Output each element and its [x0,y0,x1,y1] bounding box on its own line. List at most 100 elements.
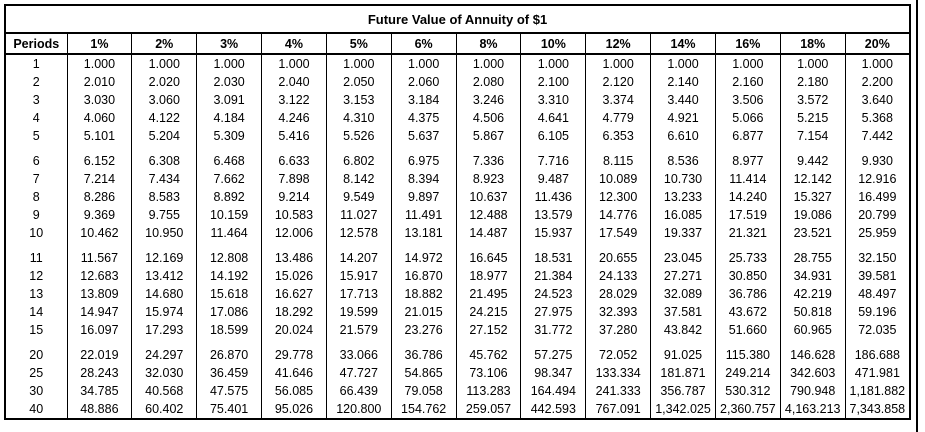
spacer-cell [4,242,68,249]
value-cell: 11.436 [520,188,587,206]
value-cell: 18.977 [455,267,522,285]
value-cell: 12.683 [66,267,133,285]
value-cell: 56.085 [261,382,327,400]
value-cell: 11.491 [390,206,457,224]
value-cell: 12.300 [585,188,652,206]
spacer-cell [779,339,846,346]
value-cell: 17.519 [714,206,781,224]
value-cell: 15.618 [196,285,263,303]
spacer-cell [455,339,522,346]
value-cell: 186.688 [844,346,911,364]
value-cell: 18.292 [261,303,327,321]
table-row: 4 4.060 4.122 4.184 4.246 4.310 4.375 4.506 4.64… [4,109,911,127]
spacer-cell [4,145,68,152]
period-cell: 9 [4,206,68,224]
value-cell: 9.369 [66,206,133,224]
value-cell: 21.384 [520,267,587,285]
value-cell: 7.214 [66,170,133,188]
spacer-cell [520,145,587,152]
value-cell: 2.120 [585,73,652,91]
spacer-cell [390,242,457,249]
value-cell: 4.246 [261,109,327,127]
value-cell: 54.865 [390,364,457,382]
value-cell: 767.091 [585,400,652,419]
spacer-cell [196,145,263,152]
value-cell: 8.142 [325,170,392,188]
rate-column-header: 14% [650,33,716,55]
value-cell: 18.599 [196,321,263,339]
value-cell: 27.152 [455,321,522,339]
value-cell: 34.931 [779,267,846,285]
value-cell: 5.416 [261,127,327,145]
value-cell: 1.000 [261,54,327,73]
spacer-cell [66,242,133,249]
value-cell: 6.105 [520,127,587,145]
value-cell: 14.192 [196,267,263,285]
value-cell: 43.672 [714,303,781,321]
value-cell: 2.160 [714,73,781,91]
spacer-cell [714,242,781,249]
value-cell: 5.526 [325,127,392,145]
value-cell: 2.140 [650,73,716,91]
value-cell: 8.583 [131,188,198,206]
rate-column-header: 6% [390,33,457,55]
spacer-cell [714,339,781,346]
rate-column-header: 1% [66,33,133,55]
rate-column-header: 2% [131,33,198,55]
value-cell: 12.169 [131,249,198,267]
value-cell: 10.730 [650,170,716,188]
value-cell: 36.786 [390,346,457,364]
value-cell: 2.010 [66,73,133,91]
value-cell: 36.786 [714,285,781,303]
value-cell: 47.575 [196,382,263,400]
value-cell: 34.785 [66,382,133,400]
value-cell: 15.974 [131,303,198,321]
value-cell: 14.487 [455,224,522,242]
period-cell: 7 [4,170,68,188]
value-cell: 6.468 [196,152,263,170]
value-cell: 24.215 [455,303,522,321]
value-cell: 14.207 [325,249,392,267]
value-cell: 12.488 [455,206,522,224]
value-cell: 17.549 [585,224,652,242]
value-cell: 16.627 [261,285,327,303]
value-cell: 2.030 [196,73,263,91]
spacer-cell [455,145,522,152]
table-row: 30 34.785 40.568 47.575 56.085 66.439 79.058 11… [4,382,911,400]
value-cell: 15.026 [261,267,327,285]
value-cell: 4.060 [66,109,133,127]
value-cell: 11.027 [325,206,392,224]
spacer-cell [650,339,716,346]
value-cell: 60.965 [779,321,846,339]
period-cell: 12 [4,267,68,285]
period-cell: 3 [4,91,68,109]
value-cell: 3.506 [714,91,781,109]
value-cell: 181.871 [650,364,716,382]
value-cell: 73.106 [455,364,522,382]
spacer-cell [131,242,198,249]
value-cell: 1.000 [131,54,198,73]
value-cell: 6.975 [390,152,457,170]
value-cell: 8.394 [390,170,457,188]
value-cell: 1.000 [455,54,522,73]
value-cell: 5.368 [844,109,911,127]
period-cell: 2 [4,73,68,91]
value-cell: 1.000 [585,54,652,73]
value-cell: 249.214 [714,364,781,382]
value-cell: 18.531 [520,249,587,267]
spacer-cell [4,339,68,346]
rate-column-header: 4% [261,33,327,55]
value-cell: 13.486 [261,249,327,267]
value-cell: 16.085 [650,206,716,224]
value-cell: 26.870 [196,346,263,364]
value-cell: 16.499 [844,188,911,206]
spacer-cell [585,339,652,346]
spacer-cell [585,145,652,152]
value-cell: 24.523 [520,285,587,303]
spacer-cell [520,242,587,249]
value-cell: 15.917 [325,267,392,285]
value-cell: 32.393 [585,303,652,321]
value-cell: 342.603 [779,364,846,382]
spacer-cell [196,242,263,249]
value-cell: 3.310 [520,91,587,109]
